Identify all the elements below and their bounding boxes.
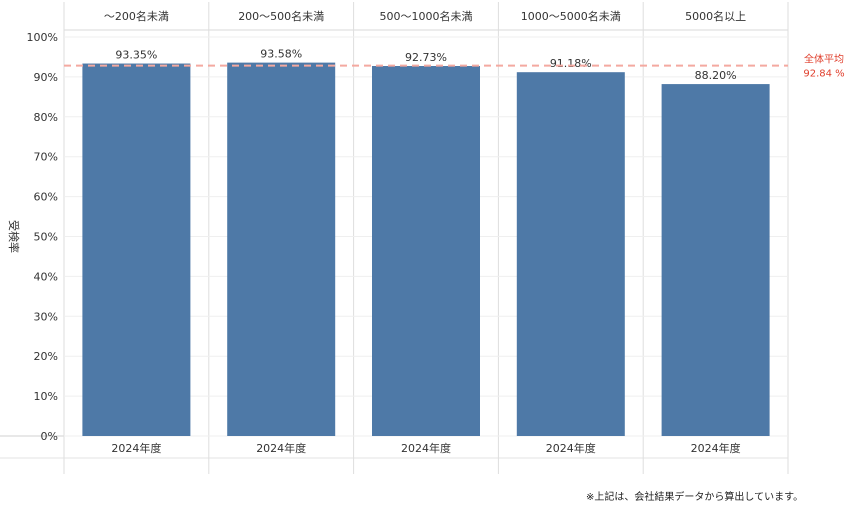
x-axis-ticks: 2024年度 2024年度 2024年度 2024年度 2024年度 (111, 441, 740, 455)
y-tick-label: 70% (34, 151, 58, 164)
y-axis-ticks: 0% 10% 20% 30% 40% 50% 60% 70% 80% 90% 100% (27, 31, 58, 443)
y-tick-label: 50% (34, 231, 58, 244)
value-label: 91.18% (550, 57, 592, 70)
x-tick-label: 2024年度 (401, 441, 451, 455)
bar (516, 72, 625, 436)
y-axis-label: 受検率 (7, 220, 21, 253)
y-tick-label: 30% (34, 310, 58, 323)
bars (82, 62, 770, 437)
bar (372, 66, 480, 437)
x-tick-label: 2024年度 (691, 441, 741, 455)
y-tick-label: 40% (34, 270, 58, 283)
bar (661, 84, 770, 436)
group-header: 5000名以上 (685, 9, 746, 23)
group-header: 1000〜5000名未満 (521, 9, 621, 23)
y-tick-label: 80% (34, 111, 58, 124)
reference-line-value: 92.84 % (803, 69, 844, 80)
value-label: 88.20% (695, 69, 737, 82)
y-tick-label: 20% (34, 350, 58, 363)
x-tick-label: 2024年度 (256, 441, 306, 455)
value-label: 92.73% (405, 51, 447, 64)
bar (82, 63, 191, 436)
x-tick-label: 2024年度 (111, 441, 161, 455)
footnote: ※上記は、会社結果データから算出しています。 (586, 492, 804, 503)
y-tick-label: 90% (34, 71, 58, 84)
y-tick-label: 100% (27, 31, 58, 44)
y-tick-label: 60% (34, 191, 58, 204)
value-label: 93.58% (260, 48, 302, 61)
group-header: 200〜500名未満 (238, 9, 324, 23)
y-tick-label: 0% (41, 430, 58, 443)
y-tick-label: 10% (34, 390, 58, 403)
value-label: 93.35% (115, 49, 157, 62)
bar (227, 62, 336, 437)
group-headers: 〜200名未満 200〜500名未満 500〜1000名未満 1000〜5000名未満… (104, 9, 746, 23)
group-header: 500〜1000名未満 (380, 9, 473, 23)
group-header: 〜200名未満 (104, 9, 169, 23)
x-tick-label: 2024年度 (546, 441, 596, 455)
reference-line-group: 全体平均 92.84 % (64, 53, 845, 80)
value-labels: 93.35% 93.58% 92.73% 91.18% 88.20% (115, 48, 736, 82)
reference-line-label: 全体平均 (804, 53, 844, 66)
